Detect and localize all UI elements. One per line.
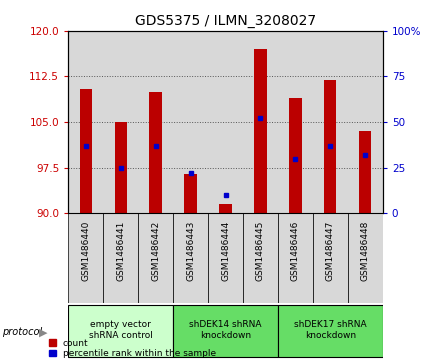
Bar <box>220 204 231 213</box>
FancyBboxPatch shape <box>138 213 173 303</box>
Text: protocol: protocol <box>2 327 42 337</box>
FancyBboxPatch shape <box>313 213 348 303</box>
Text: GSM1486446: GSM1486446 <box>291 220 300 281</box>
FancyBboxPatch shape <box>278 305 383 356</box>
Text: GSM1486448: GSM1486448 <box>361 220 370 281</box>
FancyBboxPatch shape <box>243 213 278 303</box>
Text: GSM1486442: GSM1486442 <box>151 220 160 281</box>
Bar <box>173 31 208 213</box>
FancyBboxPatch shape <box>173 305 278 356</box>
Bar <box>103 31 138 213</box>
Legend: count, percentile rank within the sample: count, percentile rank within the sample <box>48 339 216 359</box>
Bar <box>80 89 92 213</box>
FancyBboxPatch shape <box>103 213 138 303</box>
Bar <box>359 131 371 213</box>
FancyBboxPatch shape <box>68 213 103 303</box>
Bar <box>114 122 127 213</box>
Title: GDS5375 / ILMN_3208027: GDS5375 / ILMN_3208027 <box>135 15 316 28</box>
Text: GSM1486445: GSM1486445 <box>256 220 265 281</box>
FancyBboxPatch shape <box>68 305 173 356</box>
Text: shDEK14 shRNA
knockdown: shDEK14 shRNA knockdown <box>189 320 262 339</box>
Bar <box>289 98 301 213</box>
Text: GSM1486440: GSM1486440 <box>81 220 90 281</box>
Bar <box>348 31 383 213</box>
Bar <box>68 31 103 213</box>
Bar <box>138 31 173 213</box>
FancyBboxPatch shape <box>278 213 313 303</box>
Bar <box>313 31 348 213</box>
FancyBboxPatch shape <box>208 213 243 303</box>
Text: GSM1486441: GSM1486441 <box>116 220 125 281</box>
Text: shDEK17 shRNA
knockdown: shDEK17 shRNA knockdown <box>294 320 367 339</box>
Bar <box>150 92 162 213</box>
Bar <box>243 31 278 213</box>
Bar <box>254 49 267 213</box>
Text: GSM1486444: GSM1486444 <box>221 220 230 281</box>
Text: ▶: ▶ <box>39 327 47 337</box>
Bar <box>208 31 243 213</box>
Bar <box>324 79 337 213</box>
Text: empty vector
shRNA control: empty vector shRNA control <box>89 320 153 339</box>
Bar <box>184 174 197 213</box>
Text: GSM1486447: GSM1486447 <box>326 220 335 281</box>
FancyBboxPatch shape <box>173 213 208 303</box>
Text: GSM1486443: GSM1486443 <box>186 220 195 281</box>
Bar <box>278 31 313 213</box>
FancyBboxPatch shape <box>348 213 383 303</box>
